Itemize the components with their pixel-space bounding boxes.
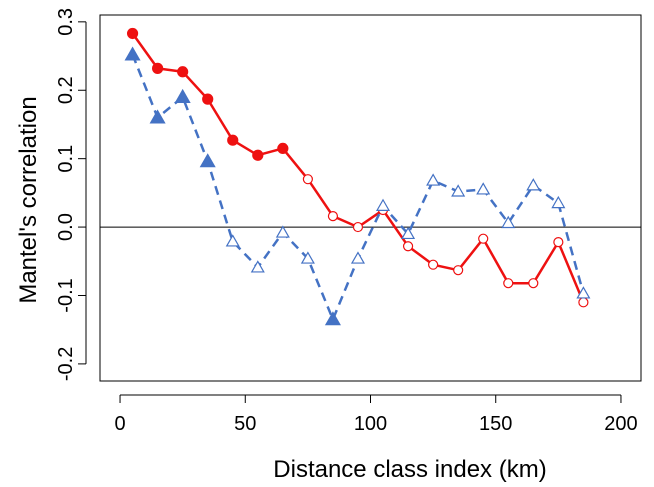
series-1-point	[453, 265, 464, 276]
series-1-point	[227, 134, 239, 146]
series-2-point	[476, 182, 491, 195]
series-2-point	[149, 109, 166, 124]
series-2-point	[551, 195, 566, 209]
series-1-point	[553, 237, 564, 248]
series-1-point	[528, 278, 539, 289]
series-2-point	[375, 198, 391, 211]
series-1-point	[402, 241, 414, 252]
series-2-point	[501, 215, 516, 229]
series-1-point	[177, 66, 189, 78]
series-layer	[124, 27, 591, 326]
series-1-point	[252, 149, 264, 161]
series-2-point	[526, 178, 541, 191]
series-2-point	[250, 260, 265, 273]
x-tick-label: 150	[479, 413, 512, 435]
series-1-point	[277, 142, 289, 155]
x-tick-label: 0	[114, 413, 125, 435]
series-2-point	[174, 88, 191, 103]
series-1-point	[478, 233, 489, 244]
series-1-point	[302, 174, 313, 185]
series-1-point	[428, 259, 439, 270]
series-1-point	[202, 93, 214, 105]
y-tick-label: 0.1	[55, 145, 77, 173]
series-1-point	[152, 62, 164, 74]
series-2-point	[300, 251, 315, 264]
series-2-point	[401, 226, 416, 240]
series-1-point	[503, 278, 514, 289]
x-tick-label: 50	[234, 413, 256, 435]
series-1-point	[352, 221, 364, 233]
series-2-point	[451, 184, 466, 197]
series-2-line	[131, 54, 585, 321]
y-tick-label: -0.1	[55, 278, 77, 312]
series-2-point	[576, 286, 591, 299]
y-axis: -0.2 -0.1 0.0 0.1 0.2 0.3	[55, 8, 87, 381]
y-tick-label: 0.2	[55, 76, 77, 104]
series-1	[126, 27, 589, 308]
y-tick-label: 0.3	[55, 8, 77, 36]
plot-frame	[99, 14, 642, 382]
x-tick-label: 100	[354, 413, 387, 435]
series-2-point	[225, 234, 240, 247]
series-2-point	[324, 311, 341, 326]
series-2-point	[426, 173, 441, 186]
series-2-point	[199, 153, 216, 168]
y-axis-title: Mantel's correlation	[15, 96, 42, 303]
series-1-point	[578, 297, 589, 308]
series-2	[124, 46, 591, 326]
series-2-point	[275, 225, 290, 238]
x-axis-title: Distance class index (km)	[273, 456, 546, 483]
y-tick-label: -0.2	[55, 347, 77, 381]
y-tick-label: 0.0	[55, 213, 77, 241]
series-1-point	[327, 211, 339, 222]
x-tick-label: 200	[604, 413, 637, 435]
series-2-point	[124, 46, 141, 61]
series-1-point	[126, 27, 139, 40]
series-2-point	[350, 251, 366, 264]
x-axis: 0 50 100 150 200	[114, 394, 638, 435]
